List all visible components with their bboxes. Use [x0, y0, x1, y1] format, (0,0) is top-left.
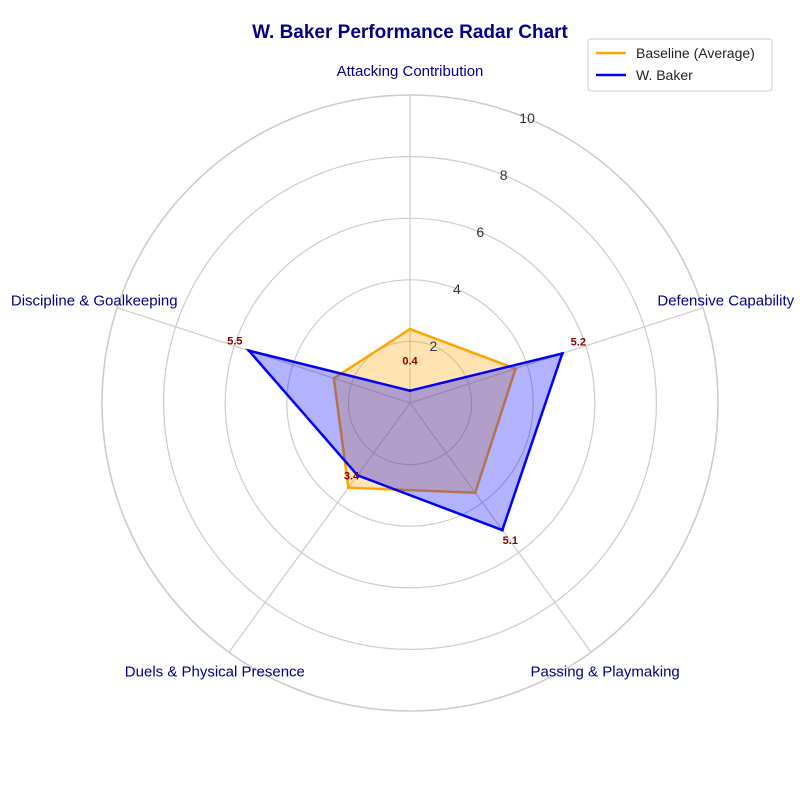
radial-tick-label: 4	[453, 281, 461, 297]
data-label: 5.5	[227, 336, 242, 348]
data-labels: 0.4 5.2 5.1 3.4 5.5	[227, 336, 586, 547]
series-point-w-baker	[247, 349, 251, 353]
legend: Baseline (Average) W. Baker	[587, 38, 773, 92]
series-point-baseline-average	[473, 491, 477, 495]
series-point-w-baker	[560, 352, 564, 356]
axis-labels: Attacking Contribution Defensive Capabili…	[11, 63, 795, 681]
series-line-baseline-average	[332, 327, 518, 494]
series-layer	[245, 327, 565, 532]
series-point-baseline-average	[346, 486, 350, 490]
series-area-w-baker	[248, 350, 563, 531]
series-area-baseline-average	[333, 329, 516, 493]
series-point-baseline-average	[332, 376, 336, 380]
radial-tick-label: 10	[519, 110, 535, 126]
axis-label: Duels & Physical Presence	[125, 664, 305, 681]
data-label: 5.1	[503, 535, 518, 547]
legend-label-w-baker: W. Baker	[636, 67, 693, 83]
radial-tick-label: 2	[430, 338, 438, 354]
axis-label: Attacking Contribution	[337, 63, 484, 80]
grid-spoke	[228, 402, 411, 653]
series-point-baseline-average	[513, 367, 517, 371]
legend-label-baseline: Baseline (Average)	[636, 45, 755, 61]
radial-tick-label: 8	[500, 167, 508, 183]
series-point-w-baker	[355, 473, 359, 477]
axis-label: Defensive Capability	[657, 292, 794, 309]
grid-spoke	[409, 402, 592, 653]
axis-label: Discipline & Goalkeeping	[11, 292, 178, 309]
series-line-w-baker	[245, 348, 565, 532]
data-label: 5.2	[571, 337, 586, 349]
legend-frame	[587, 38, 773, 92]
data-label: 0.4	[402, 356, 418, 368]
series-point-w-baker	[408, 389, 412, 393]
series-point-baseline-average	[408, 327, 412, 331]
axis-label: Passing & Playmaking	[531, 664, 680, 681]
data-label: 3.4	[344, 470, 360, 482]
radial-tick-label: 6	[476, 224, 484, 240]
series-point-w-baker	[500, 528, 504, 532]
chart-title: W. Baker Performance Radar Chart	[252, 22, 568, 43]
radial-tick-labels: 2 4 6 8 10	[430, 110, 536, 354]
